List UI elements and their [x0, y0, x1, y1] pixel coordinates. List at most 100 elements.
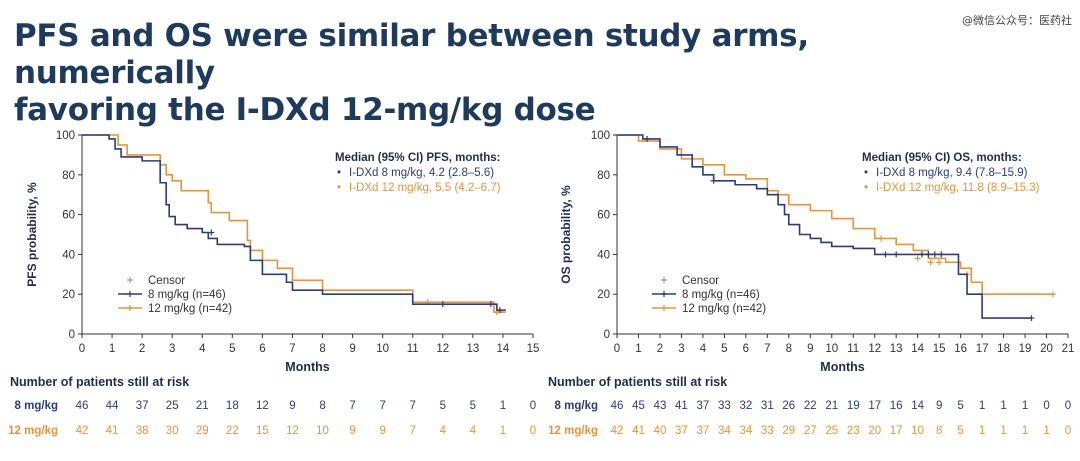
- os-risk-value: 5: [957, 425, 963, 437]
- pfs-median-title: Median (95% CI) PFS, months:: [335, 152, 501, 164]
- pfs-censor-mark: [439, 301, 446, 308]
- os-risk-title: Number of patients still at risk: [548, 375, 727, 389]
- os-risk-value: 31: [761, 400, 774, 412]
- os-risk-value: 17: [868, 400, 881, 412]
- os-x-tick-label: 10: [825, 343, 838, 355]
- pfs-x-tick-label: 6: [259, 343, 265, 355]
- os-risk-value: 17: [890, 425, 903, 437]
- os-x-tick-label: 12: [868, 343, 881, 355]
- pfs-risk-value: 15: [256, 425, 269, 437]
- pfs-risk-value: 42: [76, 425, 89, 437]
- pfs-risk-value: 0: [530, 400, 536, 412]
- pfs-risk-value: 1: [500, 400, 506, 412]
- pfs-risk-value: 9: [379, 425, 385, 437]
- pfs-risk-value: 7: [410, 425, 416, 437]
- pfs-risk-value: 38: [136, 425, 149, 437]
- pfs-legend-censor-symbol: [127, 277, 133, 283]
- os-risk-value: 41: [675, 400, 688, 412]
- os-x-tick-label: 15: [933, 343, 946, 355]
- pfs-median-line: I-DXd 8 mg/kg, 4.2 (2.8–5.6): [349, 167, 494, 179]
- os-censor-mark: [644, 135, 651, 142]
- pfs-censor-mark: [487, 301, 494, 308]
- os-risk-row-label: 8 mg/kg: [555, 400, 598, 412]
- os-risk-value: 27: [804, 425, 817, 437]
- os-risk-value: 0: [1065, 425, 1071, 437]
- pfs-x-tick-label: 3: [169, 343, 175, 355]
- os-risk-value: 33: [718, 400, 731, 412]
- os-risk-value: 1: [1000, 425, 1006, 437]
- pfs-curve-8mgkg: [82, 134, 506, 311]
- os-y-tick-label: 20: [597, 289, 610, 301]
- pfs-risk-value: 22: [226, 425, 239, 437]
- os-curve-12mgkg: [617, 134, 1053, 295]
- pfs-censor-mark: [496, 307, 503, 314]
- os-x-tick-label: 7: [764, 343, 770, 355]
- os-x-tick-label: 1: [635, 343, 641, 355]
- os-legend-censor-symbol: [661, 277, 667, 283]
- os-y-tick-label: 80: [597, 170, 610, 182]
- pfs-risk-value: 4: [470, 425, 477, 437]
- pfs-x-tick-label: 2: [139, 343, 145, 355]
- os-risk-value: 1: [1000, 400, 1006, 412]
- pfs-risk-value: 7: [379, 400, 385, 412]
- os-risk-value: 10: [911, 425, 924, 437]
- os-x-tick-label: 3: [678, 343, 684, 355]
- os-x-tick-label: 20: [1040, 343, 1053, 355]
- os-risk-value: 37: [697, 400, 710, 412]
- os-x-tick-label: 2: [657, 343, 663, 355]
- pfs-legend-mark: [127, 305, 133, 311]
- os-risk-value: 43: [654, 400, 667, 412]
- os-x-tick-label: 17: [976, 343, 989, 355]
- pfs-risk-value: 9: [349, 425, 355, 437]
- pfs-x-tick-label: 1: [109, 343, 115, 355]
- pfs-legend-arm_8: 8 mg/kg (n=46): [148, 289, 226, 301]
- os-x-tick-label: 19: [1019, 343, 1032, 355]
- os-legend-censor: Censor: [682, 275, 719, 287]
- os-x-tick-label: 4: [700, 343, 707, 355]
- pfs-risk-row-label: 8 mg/kg: [15, 400, 58, 412]
- pfs-legend-mark: [127, 291, 133, 297]
- pfs-risk-value: 0: [530, 425, 536, 437]
- os-x-tick-label: 5: [721, 343, 727, 355]
- os-risk-value: 23: [847, 425, 860, 437]
- os-risk-value: 46: [611, 400, 624, 412]
- pfs-risk-value: 8: [319, 400, 325, 412]
- os-x-tick-label: 13: [890, 343, 903, 355]
- os-risk-value: 33: [761, 425, 774, 437]
- os-median-bullet: •: [864, 167, 868, 179]
- os-risk-row-label: 12 mg/kg: [548, 425, 598, 437]
- os-x-tick-label: 11: [847, 343, 859, 355]
- pfs-x-tick-label: 0: [79, 343, 85, 355]
- os-censor-mark: [878, 235, 885, 242]
- os-risk-value: 5: [957, 400, 963, 412]
- os-risk-value: 19: [847, 400, 860, 412]
- pfs-risk-value: 12: [256, 400, 269, 412]
- pfs-x-tick-label: 9: [349, 343, 355, 355]
- pfs-risk-value: 41: [106, 425, 119, 437]
- os-risk-value: 1: [1022, 425, 1028, 437]
- pfs-x-tick-label: 13: [466, 343, 479, 355]
- pfs-risk-value: 25: [166, 400, 179, 412]
- pfs-y-tick-label: 0: [69, 329, 75, 341]
- pfs-risk-value: 21: [196, 400, 209, 412]
- os-risk-value: 40: [654, 425, 667, 437]
- pfs-risk-value: 7: [410, 400, 416, 412]
- os-risk-value: 0: [1065, 400, 1071, 412]
- os-x-tick-label: 6: [743, 343, 749, 355]
- pfs-risk-value: 9: [289, 400, 295, 412]
- os-censor-mark: [938, 251, 945, 258]
- pfs-risk-value: 44: [106, 400, 119, 412]
- pfs-x-tick-label: 5: [229, 343, 235, 355]
- pfs-x-tick-label: 4: [199, 343, 206, 355]
- os-censor-mark: [927, 259, 934, 266]
- os-legend-mark: [661, 305, 667, 311]
- os-censor-mark: [710, 177, 717, 184]
- os-y-label: OS probability, %: [559, 185, 573, 284]
- os-legend-arm_12: 12 mg/kg (n=42): [682, 303, 766, 315]
- pfs-risk-title: Number of patients still at risk: [10, 375, 189, 389]
- pfs-legend-censor: Censor: [148, 275, 185, 287]
- os-median-line: I-DXd 8 mg/kg, 9.4 (7.8–15.9): [876, 167, 1028, 179]
- pfs-risk-value: 5: [470, 400, 476, 412]
- os-risk-value: 25: [825, 425, 838, 437]
